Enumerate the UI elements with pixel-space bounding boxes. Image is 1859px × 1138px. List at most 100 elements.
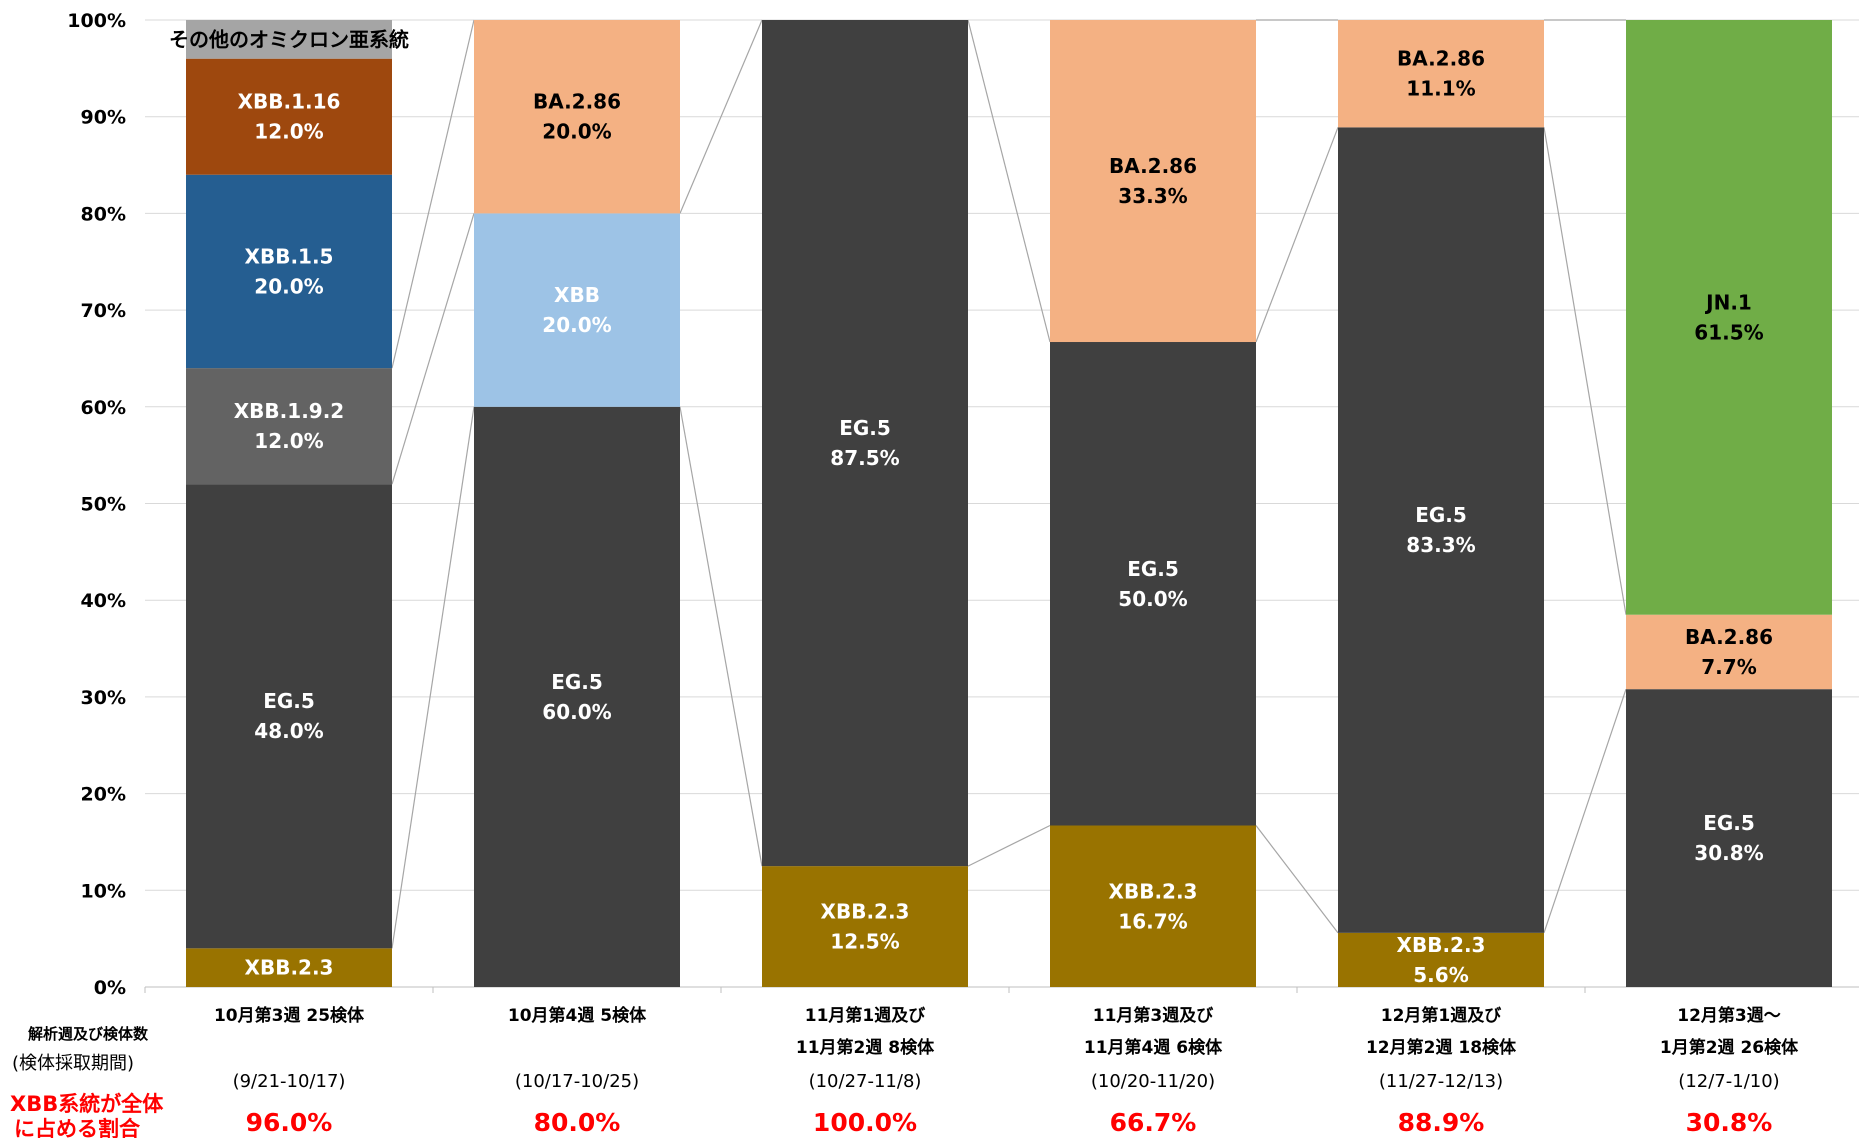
bar-segment bbox=[186, 948, 392, 987]
bar-segment bbox=[474, 213, 680, 407]
category-label: 10月第4週 5検体 bbox=[508, 1005, 647, 1026]
y-tick-label: 30% bbox=[81, 687, 126, 709]
xbb-share-value: 88.9% bbox=[1398, 1108, 1485, 1137]
series-line bbox=[1255, 127, 1339, 343]
data-label: BA.2.86 bbox=[1397, 47, 1485, 71]
y-tick-label: 90% bbox=[81, 107, 126, 129]
series-line bbox=[679, 406, 763, 867]
bar-segment bbox=[762, 866, 968, 987]
series-line bbox=[391, 406, 475, 949]
data-label: 30.8% bbox=[1694, 841, 1763, 865]
series-line bbox=[967, 19, 1051, 343]
data-label: 16.7% bbox=[1118, 909, 1187, 933]
bar-segment bbox=[186, 58, 392, 175]
y-tick-label: 80% bbox=[81, 203, 126, 225]
bar-segment bbox=[474, 406, 680, 987]
y-tick-label: 20% bbox=[81, 784, 126, 806]
row-headers: 解析週及び検体数 (検体採取期間) XBB系統が全体 に占める割合 bbox=[10, 1025, 164, 1138]
bar-segment bbox=[1626, 614, 1832, 690]
data-label: EG.5 bbox=[263, 689, 315, 713]
xbb-share-value: 80.0% bbox=[534, 1108, 621, 1137]
data-label: 83.3% bbox=[1406, 533, 1475, 557]
xbb-share-value: 100.0% bbox=[813, 1108, 917, 1137]
data-label: 20.0% bbox=[542, 120, 611, 144]
data-label: 48.0% bbox=[254, 719, 323, 743]
y-tick-label: 60% bbox=[81, 397, 126, 419]
x-axis: 10月第3週 25検体 (9/21-10/17) 96.0% 10月第4週 5検体 (1… bbox=[214, 1005, 1799, 1137]
series-line bbox=[1543, 127, 1627, 615]
data-label: XBB.2.3 bbox=[1109, 879, 1198, 903]
bar-segment bbox=[186, 484, 392, 949]
data-label: EG.5 bbox=[1703, 811, 1755, 835]
y-tick-label: 0% bbox=[94, 977, 126, 999]
series-line bbox=[967, 824, 1051, 867]
bar-segment bbox=[1338, 20, 1544, 128]
category-label: 10月第3週 25検体 bbox=[214, 1005, 365, 1026]
data-label: 20.0% bbox=[542, 313, 611, 337]
data-label: 11.1% bbox=[1406, 77, 1475, 101]
category-label: 11月第4週 6検体 bbox=[1084, 1037, 1223, 1058]
bar-segment bbox=[186, 20, 392, 59]
data-label: XBB.1.5 bbox=[245, 244, 334, 268]
gridlines bbox=[144, 19, 1859, 993]
data-label: XBB.2.3 bbox=[1397, 933, 1486, 957]
data-label: JN.1 bbox=[1704, 290, 1752, 314]
series-line bbox=[1255, 825, 1339, 934]
data-label: XBB.1.9.2 bbox=[234, 399, 344, 423]
data-label: 12.5% bbox=[830, 930, 899, 954]
data-label: BA.2.86 bbox=[1685, 625, 1773, 649]
bar-segment bbox=[762, 20, 968, 867]
bars: XBB.2.3 EG.5 48.0% XBB.1.9.2 12.0% XBB.1.5 20.… bbox=[169, 20, 1832, 987]
category-period: (11/27-12/13) bbox=[1379, 1071, 1503, 1092]
bar-segment bbox=[474, 20, 680, 214]
data-label: 7.7% bbox=[1701, 655, 1756, 679]
xbb-share-value: 96.0% bbox=[246, 1108, 333, 1137]
data-label: XBB bbox=[554, 283, 600, 307]
bar-segment bbox=[1338, 932, 1544, 987]
bar-segment bbox=[1338, 127, 1544, 933]
data-label: EG.5 bbox=[551, 670, 603, 694]
y-axis: 0% 10% 20% 30% 40% 50% 60% 70% 80% 90% 100% bbox=[67, 10, 126, 999]
data-label: 33.3% bbox=[1118, 184, 1187, 208]
xbb-share-value: 30.8% bbox=[1686, 1108, 1773, 1137]
data-label: 12.0% bbox=[254, 120, 323, 144]
data-label: 87.5% bbox=[830, 446, 899, 470]
series-line bbox=[1543, 688, 1627, 934]
y-tick-label: 50% bbox=[81, 494, 126, 516]
data-label: 50.0% bbox=[1118, 587, 1187, 611]
bar-segment bbox=[1050, 20, 1256, 343]
row-header-xbb-share-line2: に占める割合 bbox=[14, 1117, 141, 1138]
y-tick-label: 70% bbox=[81, 300, 126, 322]
category-label: 11月第3週及び bbox=[1093, 1005, 1214, 1026]
bar-segment bbox=[186, 368, 392, 485]
category-period: (10/20-11/20) bbox=[1091, 1071, 1215, 1092]
series-connector-lines bbox=[391, 19, 1627, 949]
series-line bbox=[391, 213, 475, 485]
y-tick-label: 10% bbox=[81, 880, 126, 902]
series-line bbox=[391, 19, 475, 369]
data-label: 20.0% bbox=[254, 274, 323, 298]
data-label: XBB.2.3 bbox=[245, 956, 334, 980]
category-label: 12月第3週～ bbox=[1677, 1005, 1781, 1026]
data-label: 12.0% bbox=[254, 429, 323, 453]
row-header-xbb-share-line1: XBB系統が全体 bbox=[10, 1092, 164, 1116]
category-period: (10/27-11/8) bbox=[809, 1071, 922, 1092]
data-label: EG.5 bbox=[839, 416, 891, 440]
data-label: XBB.1.16 bbox=[238, 90, 341, 114]
bar-segment bbox=[1626, 689, 1832, 987]
data-label: BA.2.86 bbox=[1109, 154, 1197, 178]
category-label: 12月第1週及び bbox=[1381, 1005, 1502, 1026]
data-label: EG.5 bbox=[1415, 503, 1467, 527]
xbb-share-value: 66.7% bbox=[1110, 1108, 1197, 1137]
category-label: 11月第2週 8検体 bbox=[796, 1037, 935, 1058]
category-period: (12/7-1/10) bbox=[1678, 1071, 1779, 1092]
data-label: EG.5 bbox=[1127, 557, 1179, 581]
series-line bbox=[679, 19, 763, 214]
y-tick-label: 100% bbox=[67, 10, 126, 32]
data-label: 5.6% bbox=[1413, 963, 1468, 987]
bar-segment bbox=[1050, 825, 1256, 987]
category-period: (9/21-10/17) bbox=[233, 1071, 346, 1092]
bar-segment bbox=[1626, 20, 1832, 615]
category-period: (10/17-10/25) bbox=[515, 1071, 639, 1092]
